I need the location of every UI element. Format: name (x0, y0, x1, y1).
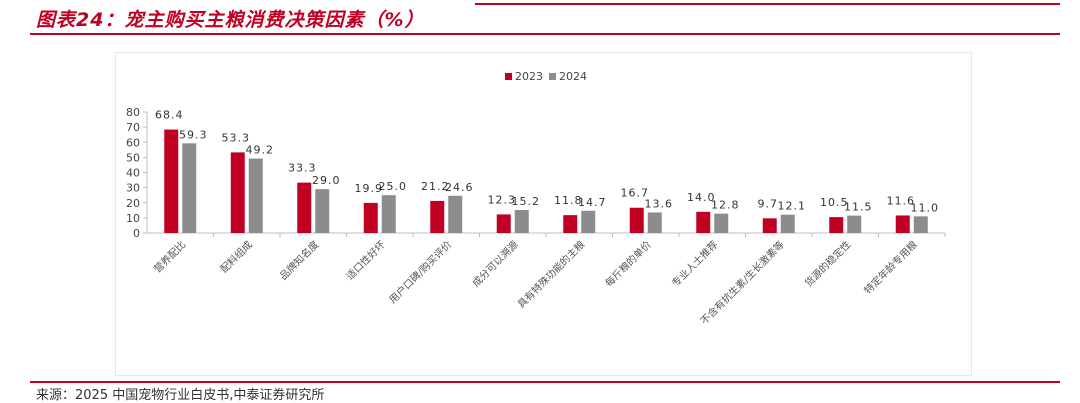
data-label-2023: 21.2 (421, 180, 450, 193)
bar-2023 (563, 215, 578, 233)
x-category-label: 成分可以溯源 (469, 238, 521, 290)
y-tick-label: 50 (126, 151, 140, 164)
bar-2023 (829, 217, 844, 233)
bar-2024 (714, 213, 729, 233)
x-category-label: 货源的稳定性 (802, 238, 854, 290)
top-rule (475, 3, 1060, 5)
bar-2024 (514, 210, 529, 233)
y-tick-label: 40 (126, 167, 140, 180)
data-label-2023: 11.8 (554, 194, 583, 207)
data-label-2024: 14.7 (578, 196, 607, 209)
data-label-2024: 25.0 (379, 180, 408, 193)
bar-2023 (629, 207, 644, 233)
data-label-2023: 9.7 (758, 197, 779, 210)
data-label-2024: 49.2 (246, 144, 275, 157)
legend-label-2024: 2024 (559, 70, 587, 83)
bar-2023 (762, 218, 777, 233)
legend-swatch-2024 (549, 73, 556, 80)
x-category-label: 营养配比 (151, 238, 188, 275)
source-note: 来源：2025 中国宠物行业白皮书,中泰证券研究所 (36, 388, 325, 403)
bar-2023 (164, 129, 179, 233)
data-label-2023: 14.0 (687, 191, 716, 204)
bar-2024 (780, 214, 795, 233)
data-label-2024: 24.6 (445, 181, 474, 194)
data-label-2024: 11.5 (844, 201, 873, 214)
legend-swatch-2023 (505, 73, 512, 80)
bar-2024 (581, 210, 596, 233)
bar-2024 (448, 195, 463, 233)
bar-2024 (847, 215, 862, 233)
data-label-2024: 11.0 (911, 201, 940, 214)
bar-2024 (647, 212, 662, 233)
y-tick-label: 20 (126, 197, 140, 210)
data-label-2024: 13.6 (645, 197, 674, 210)
bar-2023 (696, 211, 711, 233)
chart-frame (115, 52, 972, 376)
bar-2024 (248, 158, 263, 233)
legend-label-2023: 2023 (515, 70, 543, 83)
bar-2024 (381, 195, 396, 233)
x-category-label: 每斤粮的单价 (602, 238, 654, 290)
data-label-2024: 29.0 (312, 174, 341, 187)
x-category-label: 品牌知名度 (277, 238, 322, 283)
x-category-label: 特定年龄专用粮 (861, 238, 920, 297)
data-label-2024: 15.2 (512, 195, 541, 208)
data-label-2023: 12.3 (488, 193, 517, 206)
legend-item-2024: 2024 (549, 70, 587, 83)
bar-2024 (913, 216, 928, 233)
title-rule (30, 33, 1060, 35)
data-label-2023: 53.3 (222, 131, 251, 144)
bar-2024 (315, 189, 330, 233)
data-label-2024: 12.8 (711, 199, 740, 212)
data-label-2023: 68.4 (155, 109, 184, 122)
title-bar: 图表24：宠主购买主粮消费决策因素（%） (0, 0, 1080, 34)
x-category-label: 用户口碑/购买评价 (386, 238, 454, 306)
chart-legend: 2023 2024 (505, 70, 587, 83)
x-category-label: 专业人士推荐 (669, 238, 721, 290)
y-tick-label: 70 (126, 121, 140, 134)
bar-2023 (895, 215, 910, 233)
y-tick-label: 30 (126, 182, 140, 195)
data-label-2023: 33.3 (288, 162, 317, 175)
x-category-label: 配料组成 (217, 238, 254, 275)
y-tick-label: 10 (126, 212, 140, 225)
y-tick-label: 80 (126, 106, 140, 119)
data-label-2024: 12.1 (778, 200, 807, 213)
y-tick-label: 0 (133, 227, 140, 240)
data-label-2023: 11.6 (887, 194, 916, 207)
data-label-2023: 19.9 (355, 182, 384, 195)
bar-2023 (363, 202, 378, 233)
data-label-2024: 59.3 (179, 128, 208, 141)
x-category-label: 适口性好坏 (343, 238, 388, 283)
bar-2023 (297, 182, 312, 233)
bar-2023 (430, 200, 445, 233)
bar-2024 (182, 143, 197, 233)
footer-rule (30, 381, 1060, 383)
legend-item-2023: 2023 (505, 70, 543, 83)
bar-2023 (496, 214, 511, 233)
page-title: 图表24：宠主购买主粮消费决策因素（%） (36, 9, 425, 31)
data-label-2023: 10.5 (820, 196, 849, 209)
bar-2023 (230, 152, 245, 233)
x-category-label: 具有特殊功能的主粮 (515, 238, 588, 311)
data-label-2023: 16.7 (621, 187, 650, 200)
y-tick-label: 60 (126, 136, 140, 149)
